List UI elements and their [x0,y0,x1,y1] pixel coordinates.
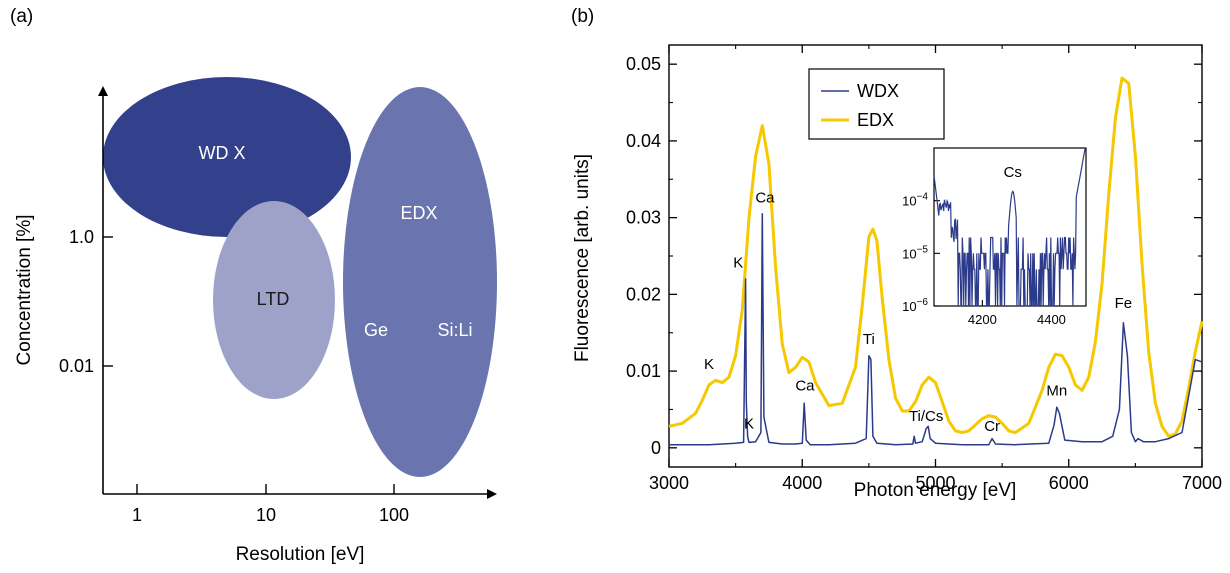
peak-label-5: Ti [863,331,875,348]
panel-b: (b) 3000 4000 5000 6000 7000 0 0.01 0.02 0.03 0.0… [571,6,1222,501]
panel-a-x-tick-label-100: 100 [379,505,409,525]
y-tick-label-4: 0.04 [626,131,661,151]
panel-b-annotations: K K K Ca Ca Ti Ti/Cs Cr Mn Fe [704,189,1132,435]
legend-box [808,68,945,140]
y-tick-label-5: 0.05 [626,54,661,74]
panel-a-label: (a) [10,6,33,27]
edx-sublabel-sili: Si:Li [437,320,472,340]
x-tick-label-3000: 3000 [649,473,689,493]
inset-series: Cs [933,147,1086,307]
panel-a-y-tick-label-1: 1.0 [69,227,94,247]
y-tick-label-2: 0.02 [626,284,661,304]
panel-a: (a) WD X LTD EDX Ge Si:Li 1 10 100 1.0 0… [10,6,497,565]
x-tick-label-6000: 6000 [1049,473,1089,493]
inset-y-tick-label-0: 10−6 [902,297,928,314]
panel-a-x-tick-label-1: 1 [132,505,142,525]
x-tick-label-5000: 5000 [915,473,955,493]
inset-frame [933,147,1087,307]
inset-peak-label-cs: Cs [1004,164,1022,181]
peak-label-7: Cr [984,418,1000,435]
region-label-edx: EDX [400,203,437,223]
panel-b-series [668,76,1204,446]
inset-series-line-wdx [933,147,1086,307]
inset-plot: 4200 4400 10−6 10−5 10−4 Cs [902,147,1087,327]
inset-x-tick-label-4400: 4400 [1037,312,1066,327]
panel-b-y-axis-title: Fluorescence [arb. units] [572,154,593,362]
legend-entry-edx: EDX [857,110,894,130]
peak-label-9: Fe [1115,295,1133,312]
y-tick-label-3: 0.03 [626,208,661,228]
panel-b-x-axis-title: Photon energy [eV] [854,480,1017,501]
panel-a-x-axis-title: Resolution [eV] [236,544,365,565]
peak-label-2: K [744,416,754,433]
legend-entry-wdx: WDX [857,81,899,101]
panel-a-x-tick-label-10: 10 [256,505,276,525]
peak-label-6: Ti/Cs [909,408,943,425]
series-line-wdx [669,213,1203,446]
series-line-edx [668,76,1204,438]
inset-y-tick-label-2: 10−4 [902,192,928,209]
panel-a-y-tick-label-001: 0.01 [59,356,94,376]
y-tick-label-1: 0.01 [626,361,661,381]
edx-region [343,87,497,477]
ltd-region [213,201,335,399]
x-tick-label-7000: 7000 [1182,473,1222,493]
x-tick-label-4000: 4000 [782,473,822,493]
edx-sublabel-ge: Ge [364,320,388,340]
region-label-wdx: WD X [199,143,246,163]
peak-label-0: K [704,356,714,373]
inset-y-tick-label-1: 10−5 [902,244,928,261]
region-label-ltd: LTD [257,289,290,309]
panel-b-ticks: 3000 4000 5000 6000 7000 0 0.01 0.02 0.03 0.04 0.0… [626,45,1222,493]
peak-label-3: Ca [755,189,775,206]
wdx-region [103,77,351,237]
peak-label-4: Ca [795,377,815,394]
peak-label-8: Mn [1046,383,1067,400]
legend: WDX EDX [808,68,945,140]
inset-x-tick-label-4200: 4200 [968,312,997,327]
panel-b-label: (b) [571,6,594,27]
panel-a-y-axis-title: Concentration [%] [14,214,35,365]
y-tick-label-0: 0 [651,438,661,458]
peak-label-1: K [733,255,743,272]
